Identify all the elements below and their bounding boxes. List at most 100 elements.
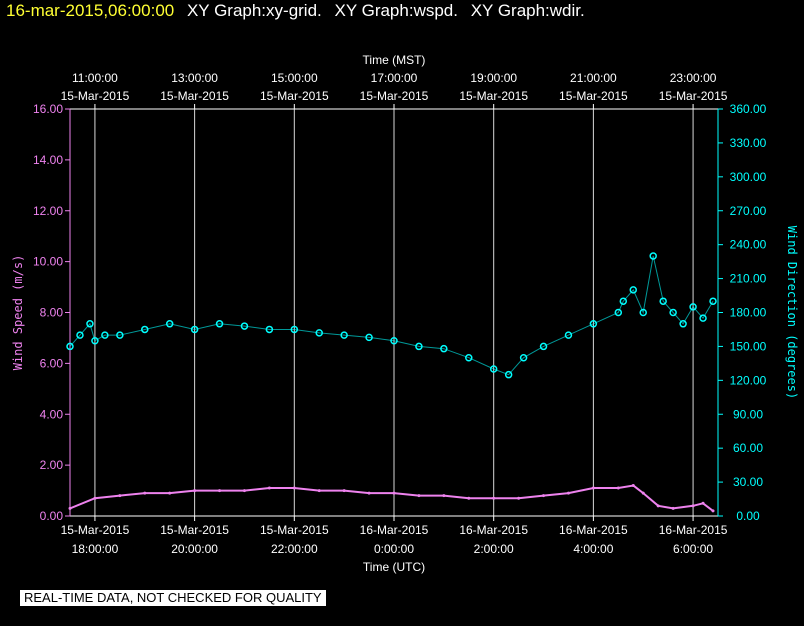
wind-direction-point bbox=[659, 297, 667, 305]
right-tick-label: 120.00 bbox=[730, 373, 767, 387]
right-tick-label: 360.00 bbox=[730, 102, 767, 116]
wind-speed-point bbox=[93, 496, 97, 500]
wind-direction-point bbox=[649, 252, 657, 260]
top-tick-date: 15-Mar-2015 bbox=[559, 89, 628, 103]
wind-direction-point bbox=[504, 370, 513, 379]
wind-speed-point bbox=[711, 509, 715, 513]
wind-direction-point bbox=[564, 331, 573, 339]
right-tick-label: 30.00 bbox=[733, 475, 763, 489]
wind-direction-point bbox=[440, 344, 448, 353]
wind-direction-point bbox=[519, 353, 528, 362]
left-tick-label: 2.00 bbox=[40, 458, 64, 472]
wind-direction-point bbox=[629, 286, 638, 294]
top-axis-label: Time (MST) bbox=[363, 53, 426, 67]
wind-speed-point bbox=[118, 494, 122, 498]
wind-speed-point bbox=[168, 491, 172, 495]
top-tick-date: 15-Mar-2015 bbox=[260, 89, 329, 103]
graph-label-wspd: XY Graph:wspd. bbox=[334, 1, 458, 20]
wind-direction-point bbox=[679, 320, 687, 328]
bottom-tick-date: 16-Mar-2015 bbox=[559, 523, 628, 537]
right-tick-label: 0.00 bbox=[736, 509, 760, 523]
timestamp: 16-mar-2015,06:00:00 bbox=[6, 1, 175, 20]
wind-speed-point bbox=[566, 491, 570, 495]
wind-direction-point bbox=[489, 365, 498, 373]
wind-speed-point bbox=[641, 491, 645, 495]
bottom-tick-time: 22:00:00 bbox=[271, 542, 318, 556]
graph-label-wdir: XY Graph:wdir. bbox=[470, 1, 585, 20]
top-tick-time: 15:00:00 bbox=[271, 71, 318, 85]
top-tick-time: 11:00:00 bbox=[72, 71, 118, 85]
wind-direction-point bbox=[165, 320, 174, 328]
wind-direction-point bbox=[76, 331, 84, 339]
wind-direction-point bbox=[689, 303, 697, 311]
wind-direction-point bbox=[66, 342, 74, 351]
wind-direction-point bbox=[190, 325, 199, 334]
wind-speed-line bbox=[69, 484, 714, 512]
wind-speed-point bbox=[517, 496, 521, 500]
graph-label-grid: XY Graph:xy-grid. bbox=[186, 1, 322, 20]
bottom-tick-time: 4:00:00 bbox=[573, 542, 613, 556]
wind-direction-point bbox=[116, 331, 124, 339]
left-tick-label: 16.00 bbox=[33, 102, 63, 116]
top-tick-date: 15-Mar-2015 bbox=[61, 89, 130, 103]
wind-direction-point bbox=[619, 297, 628, 305]
left-tick-label: 0.00 bbox=[40, 509, 64, 523]
quality-notice: REAL-TIME DATA, NOT CHECKED FOR QUALITY bbox=[20, 590, 326, 606]
chart-header: 16-mar-2015,06:00:00 XY Graph:xy-grid. X… bbox=[6, 1, 585, 21]
wind-speed-point bbox=[656, 504, 660, 508]
right-tick-label: 150.00 bbox=[730, 339, 767, 353]
top-tick-time: 21:00:00 bbox=[570, 71, 617, 85]
bottom-tick-time: 0:00:00 bbox=[374, 542, 414, 556]
wind-speed-point bbox=[492, 496, 496, 500]
wind-speed-point bbox=[242, 489, 246, 493]
top-tick-time: 13:00:00 bbox=[171, 71, 218, 85]
right-axis-title: Wind Direction (degrees) bbox=[785, 226, 799, 399]
right-tick-label: 210.00 bbox=[730, 272, 767, 286]
bottom-tick-time: 18:00:00 bbox=[72, 542, 119, 556]
wind-direction-point bbox=[290, 325, 299, 334]
wind-direction-point bbox=[614, 308, 623, 317]
top-tick-date: 15-Mar-2015 bbox=[160, 89, 229, 103]
bottom-tick-date: 15-Mar-2015 bbox=[61, 523, 130, 537]
wind-speed-point bbox=[701, 501, 705, 505]
bottom-tick-date: 15-Mar-2015 bbox=[160, 523, 229, 537]
top-tick-date: 15-Mar-2015 bbox=[659, 89, 728, 103]
wind-speed-point bbox=[691, 504, 695, 508]
right-tick-label: 300.00 bbox=[730, 170, 767, 184]
wind-speed-point bbox=[442, 494, 446, 498]
wind-direction-point bbox=[141, 325, 149, 334]
wind-speed-point bbox=[267, 486, 271, 490]
wind-direction-point bbox=[365, 333, 373, 342]
wind-direction-point bbox=[315, 329, 323, 337]
wind-direction-point bbox=[465, 353, 473, 362]
wind-direction-point bbox=[240, 322, 249, 330]
wind-speed-point bbox=[616, 486, 620, 490]
wind-direction-point bbox=[639, 308, 647, 317]
top-tick-time: 19:00:00 bbox=[470, 71, 517, 85]
bottom-tick-time: 6:00:00 bbox=[673, 542, 713, 556]
right-tick-label: 330.00 bbox=[730, 136, 767, 150]
wind-speed-point bbox=[367, 491, 371, 495]
wind-speed-point bbox=[342, 489, 346, 493]
wind-direction-point bbox=[589, 320, 598, 328]
bottom-tick-time: 2:00:00 bbox=[474, 542, 514, 556]
bottom-axis-label: Time (UTC) bbox=[363, 560, 425, 574]
bottom-tick-time: 20:00:00 bbox=[171, 542, 218, 556]
bottom-tick-date: 15-Mar-2015 bbox=[260, 523, 329, 537]
top-tick-time: 23:00:00 bbox=[670, 71, 717, 85]
wind-direction-point bbox=[101, 331, 109, 339]
wind-speed-point bbox=[542, 494, 546, 498]
left-tick-label: 12.00 bbox=[33, 204, 63, 218]
wind-speed-point bbox=[68, 506, 72, 510]
wind-speed-point bbox=[143, 491, 147, 495]
bottom-tick-date: 16-Mar-2015 bbox=[659, 523, 728, 537]
wind-direction-point bbox=[86, 320, 94, 328]
wind-direction-point bbox=[669, 308, 677, 317]
wind-direction-point bbox=[415, 342, 423, 351]
wind-speed-point bbox=[218, 489, 222, 493]
wind-speed-point bbox=[671, 506, 675, 510]
right-tick-label: 60.00 bbox=[733, 441, 763, 455]
wind-speed-point bbox=[292, 486, 296, 490]
right-tick-label: 180.00 bbox=[730, 306, 767, 320]
wind-direction-point bbox=[91, 337, 99, 345]
